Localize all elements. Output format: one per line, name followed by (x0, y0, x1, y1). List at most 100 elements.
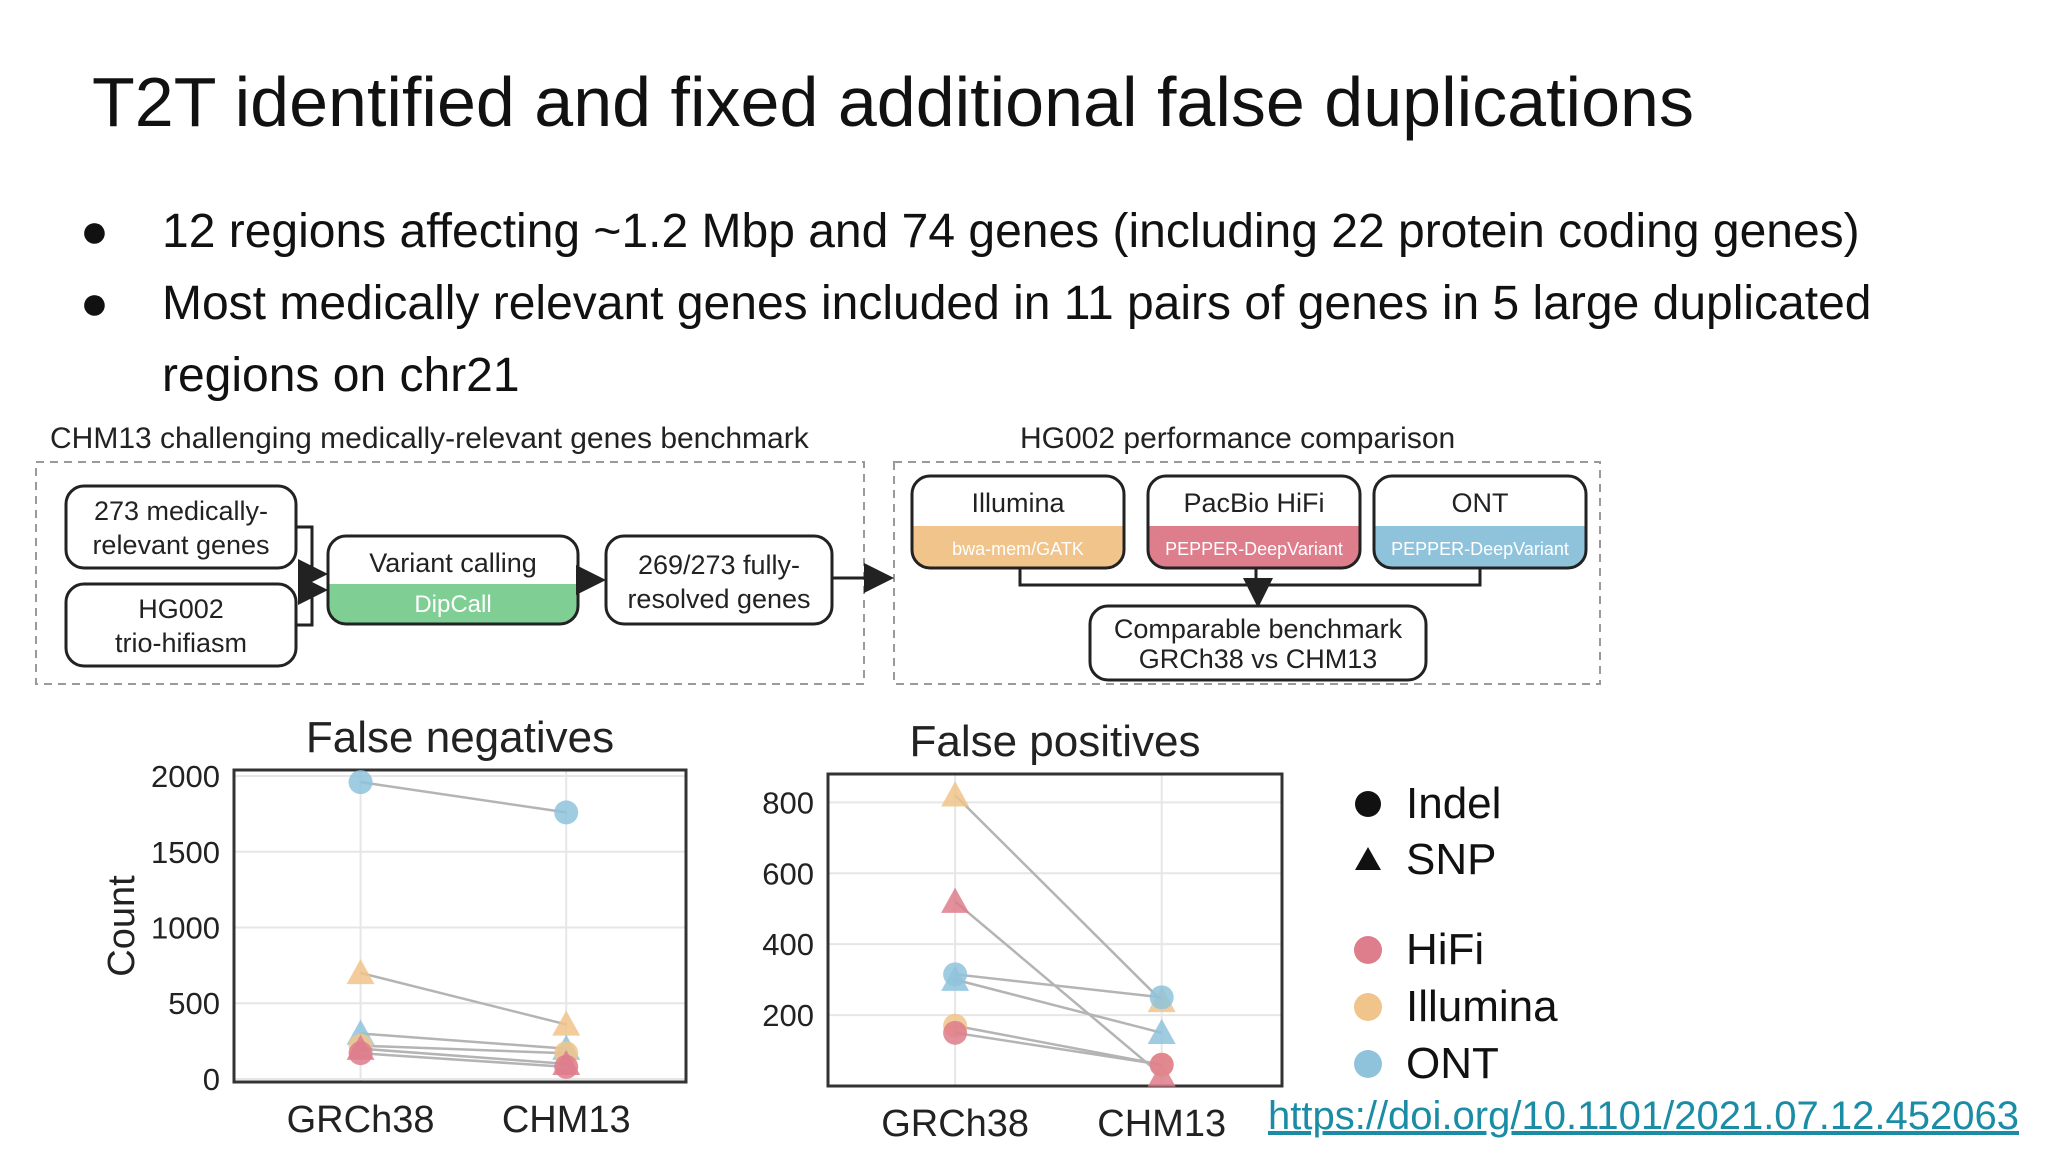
chart-frame (232, 768, 688, 1084)
indel-point (348, 770, 373, 795)
series-hifi-indel (348, 1041, 579, 1079)
indel-point (943, 1020, 968, 1045)
bullet-dot-icon: ● (80, 277, 109, 330)
workflow-left-title: CHM13 challenging medically-relevant gen… (50, 422, 810, 455)
series-ont-snp (941, 965, 1176, 1045)
series-line (360, 971, 567, 1026)
series-line (954, 1031, 1162, 1066)
chart-title: False positives (909, 717, 1200, 766)
bullet-list: ● 12 regions affecting ~1.2 Mbp and 74 g… (80, 196, 2030, 412)
tech-tool-label: bwa-mem/GATK (952, 539, 1084, 559)
tech-box: ONT PEPPER-DeepVariant (1372, 474, 1588, 570)
false-positives-chart: False positives 200 400 600 800 GRCh38 CHM13 (762, 717, 1284, 1145)
snp-point (941, 965, 970, 991)
color-swatch-icon (1354, 993, 1382, 1021)
x-tick-label: GRCh38 (881, 1103, 1029, 1145)
series-line (954, 973, 1162, 999)
right-dashed-panel (893, 461, 1601, 685)
snp-point (346, 958, 375, 985)
variant-calling-label: Variant calling (369, 548, 537, 578)
x-tick-label: CHM13 (502, 1099, 631, 1141)
bullet-dot-icon: ● (80, 205, 109, 258)
variant-calling-box: Variant calling DipCall (326, 534, 580, 626)
tech-box: PacBio HiFi PEPPER-DeepVariant (1146, 474, 1362, 570)
indel-point (554, 800, 579, 825)
chart-title: False negatives (306, 713, 614, 762)
series-ont-indel (348, 770, 579, 825)
y-tick-label: 1000 (151, 911, 220, 946)
legend-item-snp: SNP (1355, 835, 1496, 884)
tech-tool-label: PEPPER-DeepVariant (1391, 539, 1569, 559)
bullet-text: 12 regions affecting ~1.2 Mbp and 74 gen… (162, 205, 1860, 258)
series-line (954, 900, 1163, 1077)
color-swatch-icon (1354, 936, 1382, 964)
x-tick-label: GRCh38 (287, 1099, 435, 1141)
genes-box-line2: relevant genes (92, 530, 269, 560)
tech-box-group: Illumina bwa-mem/GATK PacBio HiFi PEPPER-De… (910, 474, 1588, 570)
y-axis-label: Count (101, 875, 143, 977)
series-illumina-snp (346, 958, 581, 1036)
resolved-line2: resolved genes (627, 584, 810, 614)
false-negatives-chart: False negatives 0 500 1000 1500 2000 GRCh38 CHM… (101, 713, 688, 1141)
series-line (360, 1032, 567, 1050)
bullet-item: ● 12 regions affecting ~1.2 Mbp and 74 g… (80, 196, 2030, 268)
y-tick-label: 0 (203, 1062, 220, 1097)
triangle-icon (1355, 847, 1381, 870)
connector-line (296, 525, 328, 589)
indel-point (1149, 985, 1174, 1010)
genes-box-line1: 273 medically- (94, 496, 268, 526)
legend-label: Indel (1406, 779, 1501, 828)
resolved-line1: 269/273 fully- (638, 550, 800, 580)
series-illumina-indel (943, 1013, 1174, 1077)
hg002-box-line2: trio-hifiasm (115, 628, 247, 658)
snp-point (941, 887, 970, 913)
indel-point (348, 1041, 373, 1066)
series-line (360, 1044, 567, 1055)
genes-box: 273 medically- relevant genes (64, 484, 298, 570)
circle-icon (1355, 791, 1381, 817)
tech-label: ONT (1452, 488, 1509, 518)
legend-item-hifi: HiFi (1354, 925, 1484, 974)
dipcall-label: DipCall (414, 591, 491, 618)
bullet-item: ● Most medically relevant genes included… (80, 268, 2030, 412)
legend-item-illumina: Illumina (1354, 982, 1558, 1031)
doi-link[interactable]: https://doi.org/10.1101/2021.07.12.45206… (1268, 1094, 2019, 1138)
tech-label: Illumina (971, 488, 1065, 518)
y-tick-label: 2000 (151, 759, 220, 794)
y-tick-label: 500 (168, 986, 220, 1021)
series-line (360, 780, 567, 814)
series-line (360, 1047, 567, 1066)
color-swatch-icon (1354, 1050, 1382, 1078)
series-line (954, 978, 1163, 1035)
tech-label: PacBio HiFi (1183, 488, 1324, 518)
hg002-box: HG002 trio-hifiasm (64, 582, 298, 668)
legend: Indel SNP HiFi Illumina ONT (1354, 779, 1558, 1088)
chart-frame (826, 772, 1284, 1088)
hg002-box-line1: HG002 (138, 594, 224, 624)
y-tick-label: 800 (762, 785, 814, 820)
legend-label: ONT (1406, 1039, 1499, 1088)
connector-line (296, 575, 328, 627)
legend-label: HiFi (1406, 925, 1484, 974)
series-line (954, 794, 1163, 1002)
series-hifi-snp (941, 887, 1176, 1087)
workflow-right-title: HG002 performance comparison (1020, 422, 1455, 455)
workflow-diagram: CHM13 challenging medically-relevant gen… (35, 422, 1601, 685)
snp-point (941, 781, 970, 807)
series-line (360, 1051, 567, 1069)
x-tick-label: CHM13 (1097, 1103, 1226, 1145)
slide-title: T2T identified and fixed additional fals… (92, 63, 1694, 141)
tech-tool-label: PEPPER-DeepVariant (1165, 539, 1343, 559)
series-hifi-indel (943, 1020, 1174, 1077)
legend-item-indel: Indel (1355, 779, 1501, 828)
benchmark-line1: Comparable benchmark (1114, 614, 1403, 644)
indel-point (554, 1054, 579, 1079)
tech-box: Illumina bwa-mem/GATK (910, 474, 1126, 570)
y-tick-label: 400 (762, 927, 814, 962)
legend-label: SNP (1406, 835, 1496, 884)
benchmark-box: Comparable benchmark GRCh38 vs CHM13 (1088, 604, 1428, 682)
snp-point (1147, 1018, 1176, 1045)
y-tick-label: 600 (762, 856, 814, 891)
resolved-genes-box: 269/273 fully- resolved genes (604, 534, 834, 626)
